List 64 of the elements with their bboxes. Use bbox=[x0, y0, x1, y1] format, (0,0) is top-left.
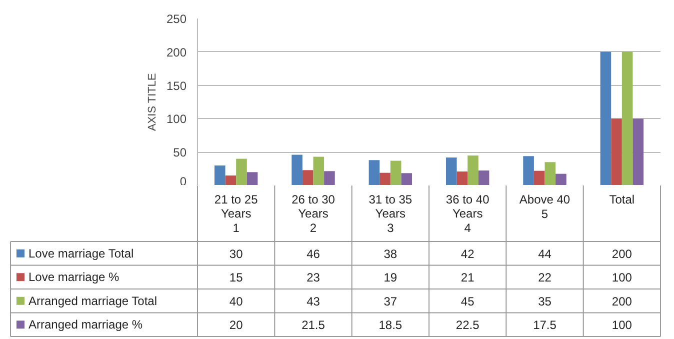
bar bbox=[456, 171, 468, 185]
bar bbox=[390, 160, 402, 185]
bar bbox=[214, 165, 226, 185]
legend-label: Arranged marriage % bbox=[28, 318, 143, 332]
legend-label: Arranged marriage Total bbox=[28, 294, 158, 308]
data-label: 17.5 bbox=[533, 318, 557, 332]
x-tick-label: 36 to 40 Years 4 bbox=[446, 192, 490, 235]
x-tick-label: Total bbox=[609, 192, 635, 206]
data-label: 200 bbox=[612, 246, 632, 261]
legend-label: Love marriage % bbox=[28, 270, 120, 284]
data-label: 200 bbox=[612, 294, 632, 308]
data-label: 37 bbox=[384, 294, 398, 308]
bar bbox=[544, 162, 556, 185]
y-axis-title: AXIS TITLE bbox=[146, 73, 158, 132]
bar bbox=[534, 170, 545, 185]
bar bbox=[446, 157, 457, 185]
bar bbox=[324, 171, 335, 185]
bar bbox=[236, 158, 247, 185]
bar bbox=[292, 154, 302, 185]
data-label: 40 bbox=[229, 294, 244, 308]
bar bbox=[556, 174, 566, 185]
data-label: 21 bbox=[460, 270, 475, 285]
data-label: 100 bbox=[612, 270, 632, 285]
bar bbox=[478, 170, 490, 185]
y-tick-label: 250 bbox=[166, 12, 187, 26]
data-label: 30 bbox=[229, 246, 244, 261]
x-tick-label: 26 to 30 Years 2 bbox=[292, 192, 336, 235]
bar bbox=[368, 160, 380, 185]
x-tick-label: 21 to 25 Years 1 bbox=[214, 192, 258, 235]
data-label: 20 bbox=[229, 318, 244, 332]
bar bbox=[523, 156, 534, 185]
data-label: 22 bbox=[538, 270, 552, 285]
data-label: 18.5 bbox=[378, 318, 402, 332]
data-label: 44 bbox=[538, 246, 552, 261]
bar bbox=[611, 118, 622, 185]
data-label: 19 bbox=[384, 270, 398, 285]
data-label: 42 bbox=[460, 246, 475, 261]
y-tick-label: 50 bbox=[173, 146, 187, 160]
bar bbox=[622, 52, 633, 185]
data-label: 43 bbox=[306, 294, 320, 308]
data-label: 100 bbox=[612, 318, 632, 332]
bar bbox=[600, 52, 612, 185]
legend-label: Love marriage Total bbox=[28, 246, 134, 260]
y-tick-label: 100 bbox=[166, 112, 187, 126]
data-label: 45 bbox=[460, 294, 475, 308]
data-label: 15 bbox=[229, 270, 244, 285]
bar bbox=[401, 173, 412, 185]
data-label: 35 bbox=[538, 294, 552, 308]
y-tick-label: 200 bbox=[166, 45, 187, 60]
data-label: 46 bbox=[306, 246, 320, 261]
x-tick-label: 31 to 35 Years 3 bbox=[368, 192, 412, 235]
y-tick-label: 150 bbox=[166, 78, 187, 93]
bar bbox=[313, 156, 324, 185]
data-label: 23 bbox=[306, 270, 320, 285]
bar bbox=[302, 170, 314, 185]
x-tick-label: Above 40 5 bbox=[519, 192, 570, 221]
bar bbox=[246, 172, 258, 185]
bar bbox=[225, 175, 236, 185]
bar bbox=[380, 172, 390, 185]
data-label: 21.5 bbox=[302, 318, 326, 332]
data-label: 22.5 bbox=[456, 318, 480, 332]
data-label: 38 bbox=[384, 246, 398, 261]
bar bbox=[632, 118, 644, 185]
bar bbox=[468, 155, 478, 185]
